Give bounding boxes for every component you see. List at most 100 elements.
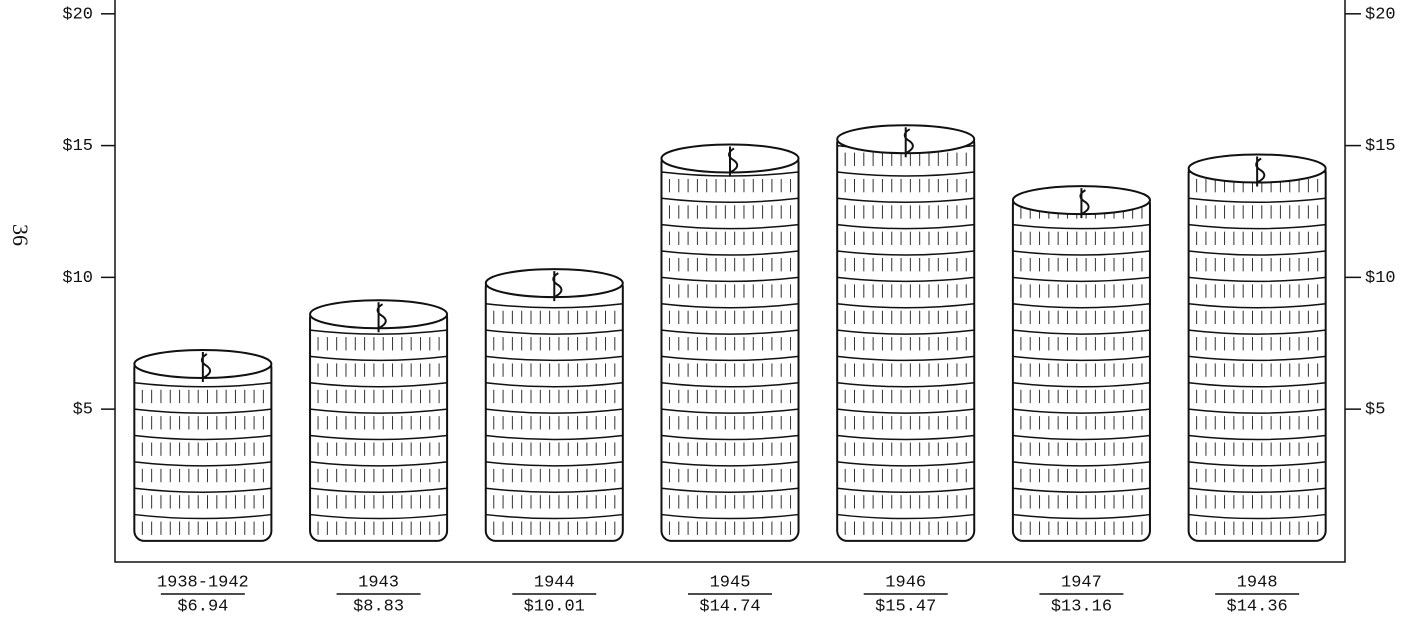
page-number: 36 (8, 224, 33, 246)
coin-edge (309, 513, 448, 520)
coin-edge (485, 487, 623, 493)
coin-edge (134, 434, 272, 441)
coin-edge (661, 513, 799, 520)
coin-edge (661, 223, 799, 230)
bar (309, 307, 449, 542)
coin-edge (134, 408, 272, 414)
bar (1011, 193, 1151, 542)
coin-edge (485, 329, 623, 335)
coin-edge (661, 461, 799, 467)
dollar-sign (903, 127, 914, 158)
coin-edge (1012, 329, 1151, 335)
coin-edge (1188, 355, 1326, 362)
coin-edge (661, 329, 799, 335)
coin-edge (837, 487, 975, 493)
value-label: $15.47 (875, 597, 936, 616)
coin-edge (837, 276, 975, 283)
coin-edge (1188, 434, 1326, 441)
coin-edge (661, 302, 799, 309)
coin-edge (1012, 513, 1151, 520)
coin-edge (661, 250, 799, 256)
coin-edge (1188, 250, 1326, 256)
coin-edge (309, 408, 448, 414)
coin-edge (1188, 382, 1326, 388)
value-label: $8.83 (353, 597, 404, 616)
coin-edge (1012, 408, 1151, 414)
dollar-sign (200, 352, 212, 383)
dollar-sign (1079, 188, 1090, 219)
coin-edge (1188, 197, 1326, 204)
bar (484, 276, 624, 542)
coin-edge (1188, 408, 1326, 414)
coin-edge (837, 329, 975, 335)
coin-edge (661, 197, 799, 204)
coin-edge (485, 382, 623, 388)
coin-edge (1188, 276, 1326, 283)
value-label: $14.74 (699, 597, 760, 616)
coin-stack-detail (836, 124, 976, 535)
coin-edge (485, 461, 623, 467)
dollar-sign (552, 271, 563, 302)
coin-edge (1012, 382, 1151, 388)
x-tick-label: 1943 (358, 573, 399, 592)
x-tick-label: 1948 (1237, 573, 1278, 592)
coin-edge (485, 302, 623, 309)
coin-edge (485, 355, 623, 362)
coin-edge (1188, 487, 1326, 493)
coin-edge (1188, 513, 1326, 520)
coin-edge (1012, 276, 1151, 283)
x-tick-label: 1944 (534, 573, 575, 592)
coin-stack-detail (133, 349, 273, 535)
y-tick-label: $15 (1365, 137, 1396, 156)
x-tick-label: 1947 (1061, 573, 1102, 592)
coin-edge (837, 434, 975, 441)
coin-edge (1188, 329, 1326, 335)
coin-stack-detail (1187, 153, 1327, 535)
coin-edge (837, 355, 975, 362)
coin-edge (1012, 250, 1151, 256)
coin-edge (661, 434, 799, 441)
y-tick-label: $5 (73, 401, 93, 420)
coin-edge (485, 408, 623, 414)
coin-edge (309, 382, 448, 388)
coin-edge (309, 434, 448, 441)
coin-edge (1012, 434, 1151, 441)
coin-edge (1188, 223, 1326, 230)
x-tick-label: 1945 (710, 573, 751, 592)
coin-edge (1012, 461, 1151, 467)
coin-edge (134, 513, 272, 520)
coin-edge (134, 461, 272, 467)
coin-edge (1012, 487, 1151, 493)
coin-edge (837, 197, 975, 204)
bar (660, 151, 800, 542)
coin-edge (837, 513, 975, 520)
coin-edge (837, 171, 975, 177)
coin-edge (837, 382, 975, 388)
value-label: $13.16 (1051, 597, 1112, 616)
coin-edge (661, 487, 799, 493)
coin-edge (661, 408, 799, 414)
coin-edge (485, 513, 623, 520)
value-label: $14.36 (1227, 597, 1288, 616)
coin-edge (309, 329, 448, 335)
x-tick-label: 1938-1942 (157, 573, 249, 592)
plot-frame (114, 0, 1346, 563)
coin-edge (661, 382, 799, 388)
x-tick-label: 1946 (885, 573, 926, 592)
value-label: $6.94 (177, 597, 228, 616)
coin-edge (661, 276, 799, 283)
coin-stack-detail (309, 299, 449, 535)
dollar-sign (728, 146, 739, 177)
y-tick-label: $20 (1365, 5, 1396, 24)
coin-edge (837, 223, 975, 230)
coin-edge (134, 382, 272, 388)
y-tick-label: $10 (62, 269, 93, 288)
coin-edge (1188, 302, 1326, 309)
coin-edge (309, 355, 448, 362)
coin-edge (661, 355, 799, 362)
bar (1187, 161, 1327, 542)
y-tick-label: $20 (62, 5, 93, 24)
coin-edge (134, 487, 272, 493)
coin-edge (309, 461, 448, 467)
